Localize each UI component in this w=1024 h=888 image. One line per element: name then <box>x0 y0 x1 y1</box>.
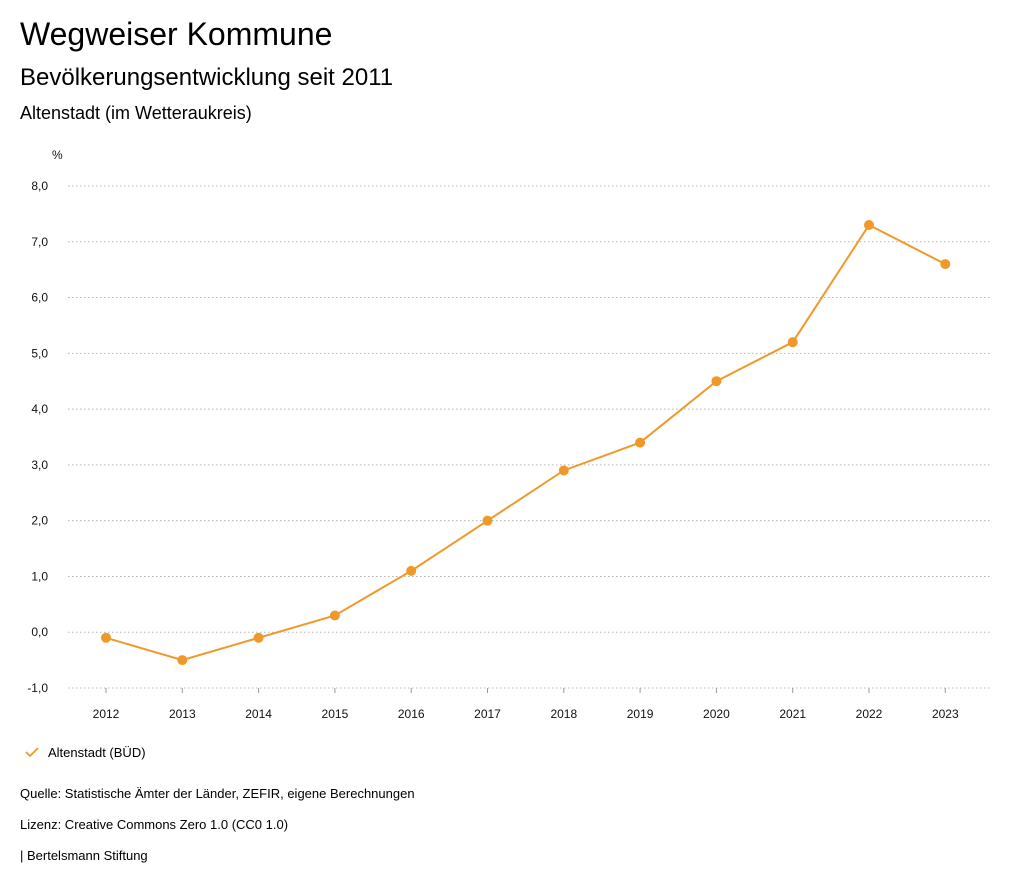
data-point[interactable] <box>558 465 569 476</box>
chart-subtitle: Bevölkerungsentwicklung seit 2011 <box>20 64 394 91</box>
y-tick-label: 2,0 <box>31 514 48 528</box>
x-tick-label: 2012 <box>93 707 120 721</box>
region-label: Altenstadt (im Wetteraukreis) <box>20 103 252 123</box>
data-point[interactable] <box>482 515 493 526</box>
x-tick-label: 2023 <box>932 707 959 721</box>
data-point[interactable] <box>940 259 951 270</box>
y-tick-label: 5,0 <box>31 346 48 360</box>
x-tick-label: 2020 <box>703 707 730 721</box>
x-axis: 2012 2013 2014 2015 2016 2017 2018 2019 2020 2021… <box>93 688 959 721</box>
check-icon <box>25 747 39 758</box>
x-tick-label: 2017 <box>474 707 501 721</box>
x-tick-label: 2021 <box>779 707 806 721</box>
legend-label: Altenstadt (BÜD) <box>48 744 146 760</box>
y-tick-label: 6,0 <box>31 291 48 305</box>
data-point[interactable] <box>635 437 646 448</box>
legend[interactable]: Altenstadt (BÜD) <box>24 744 146 760</box>
data-point[interactable] <box>787 337 798 348</box>
x-tick-label: 2013 <box>169 707 196 721</box>
y-tick-label: 1,0 <box>31 569 48 583</box>
x-tick-label: 2022 <box>856 707 883 721</box>
data-point[interactable] <box>177 655 188 666</box>
y-tick-label: 3,0 <box>31 458 48 472</box>
data-point[interactable] <box>329 610 340 621</box>
y-tick-label: 7,0 <box>31 235 48 249</box>
data-point[interactable] <box>406 565 417 576</box>
data-point[interactable] <box>101 632 111 643</box>
y-axis: -1,0 0,0 1,0 2,0 3,0 4,0 5,0 6,0 7,0 8,0 <box>27 179 48 695</box>
y-tick-label: 0,0 <box>31 625 48 639</box>
y-tick-label: 8,0 <box>31 179 48 193</box>
line-chart: % -1,00,01,02,03,04,05,06,07,08,0 2012 20… <box>27 148 990 721</box>
x-tick-label: 2019 <box>627 707 654 721</box>
x-tick-label: 2015 <box>322 707 349 721</box>
x-tick-label: 2018 <box>550 707 577 721</box>
data-point[interactable] <box>253 632 264 643</box>
data-point[interactable] <box>711 376 722 387</box>
series-altenstadt <box>101 220 951 666</box>
series-line <box>105 223 946 662</box>
x-tick-label: 2016 <box>398 707 425 721</box>
y-unit-label: % <box>52 148 63 162</box>
grid-lines <box>68 185 990 689</box>
publisher-note: | Bertelsmann Stiftung <box>20 848 148 863</box>
x-tick-label: 2014 <box>245 707 272 721</box>
data-point[interactable] <box>864 220 874 231</box>
y-tick-label: -1,0 <box>27 681 48 695</box>
y-tick-label: 4,0 <box>31 402 48 416</box>
source-note: Quelle: Statistische Ämter der Länder, Z… <box>20 786 415 801</box>
page-title: Wegweiser Kommune <box>20 16 333 52</box>
license-note: Lizenz: Creative Commons Zero 1.0 (CC0 1… <box>20 817 289 832</box>
